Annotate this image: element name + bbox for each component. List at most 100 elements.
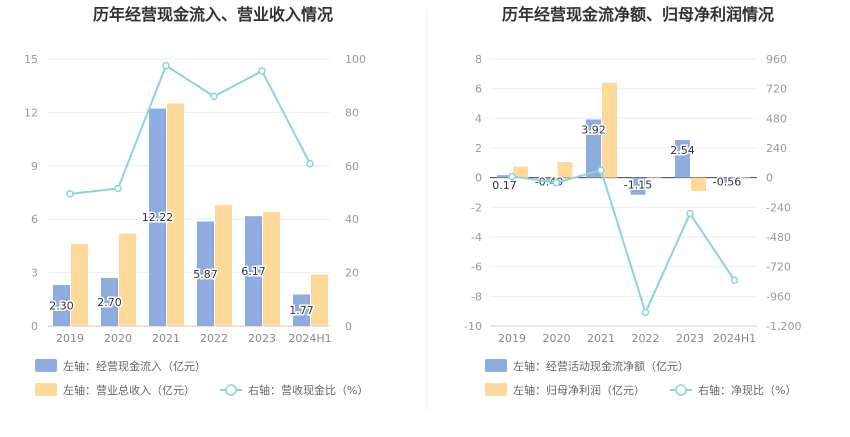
bar-series1 (53, 285, 70, 326)
bar-data-label: 2.54 (670, 144, 695, 157)
x-tick-label: 2024H1 (288, 332, 331, 345)
bar-data-label: -0.56 (713, 176, 741, 189)
bar-data-label: 6.17 (241, 265, 266, 278)
bar-data-label: 3.92 (581, 124, 606, 137)
chart-2: 历年经营现金流净额、归母净利润情况 -10 -1,200 -8 -960 -6 -720 -4… (464, 5, 801, 397)
bar-series1 (675, 139, 690, 178)
legend-swatch-bar (35, 383, 57, 396)
bar-series2 (263, 212, 280, 326)
line-point (114, 184, 122, 193)
bar-data-label: 12.22 (142, 211, 174, 224)
x-tick-label: 2020 (104, 332, 132, 345)
bar-series2 (557, 162, 573, 178)
y-left-tick-label: -10 (464, 320, 482, 333)
bar-data-label: -1.15 (624, 179, 652, 192)
legend-swatch-bar (485, 359, 507, 372)
x-tick-label: 2021 (152, 332, 180, 345)
line-point (686, 209, 694, 218)
y-right-tick-label: 20 (345, 267, 359, 280)
line-point (508, 172, 516, 181)
y-right-tick-label: -1,200 (766, 320, 801, 333)
y-left-tick-label: -4 (471, 231, 482, 244)
bar-series2 (167, 103, 184, 326)
legend-label: 左轴：归母净利润（亿元） (513, 383, 645, 397)
bar-series2 (71, 244, 88, 326)
line-point (641, 308, 650, 317)
bar-series1 (630, 177, 646, 195)
x-tick-label: 2023 (676, 332, 704, 345)
bar-series2 (691, 177, 706, 192)
x-tick-label: 2023 (248, 332, 276, 345)
y-right-tick-label: 80 (345, 106, 359, 119)
legend-label: 左轴：经营活动现金流净额（亿元） (513, 359, 689, 373)
legend-swatch-marker (675, 384, 687, 396)
bar-series1 (245, 216, 262, 326)
bar-data-label: 5.87 (193, 268, 218, 281)
bar-series2 (215, 204, 232, 326)
bar-data-label: 1.77 (289, 304, 314, 317)
y-right-tick-label: 0 (345, 320, 352, 333)
y-left-tick-label: -8 (471, 290, 482, 303)
y-left-tick-label: 15 (24, 53, 38, 66)
x-tick-label: 2024H1 (713, 332, 756, 345)
y-left-tick-label: 8 (475, 53, 482, 66)
bar-data-label: 0.17 (492, 179, 517, 192)
line-point (597, 166, 605, 174)
bar-series1 (497, 175, 512, 178)
bar-series1 (101, 277, 118, 326)
line-point (66, 190, 74, 198)
bar-series1 (719, 177, 735, 186)
bar-data-label: 2.30 (49, 300, 74, 313)
y-right-tick-label: 240 (766, 142, 787, 155)
legend-label: 右轴：净现比（%） (698, 383, 796, 397)
y-left-tick-label: 12 (24, 106, 38, 119)
x-tick-label: 2019 (56, 332, 84, 345)
y-right-tick-label: -720 (766, 261, 791, 274)
bar-series1 (293, 294, 310, 326)
x-tick-label: 2022 (632, 332, 660, 345)
line-series (511, 169, 736, 316)
legend-label: 左轴：营业总收入（亿元） (63, 383, 195, 397)
y-right-tick-label: 100 (345, 53, 366, 66)
y-left-tick-label: 0 (31, 320, 38, 333)
bar-series1 (197, 221, 214, 326)
bar-series2 (311, 274, 328, 326)
y-left-tick-label: 3 (31, 267, 38, 280)
line-point (552, 178, 561, 187)
chart-title: 历年经营现金流净额、归母净利润情况 (502, 5, 774, 24)
y-left-tick-label: -2 (471, 201, 482, 214)
y-right-tick-label: 960 (766, 53, 787, 66)
line-point (258, 67, 266, 75)
legend-label: 左轴：经营现金流入（亿元） (63, 359, 206, 373)
line-point (210, 92, 218, 101)
y-left-tick-label: 0 (475, 172, 482, 185)
y-left-tick-label: -6 (471, 261, 482, 274)
chart-1: 历年经营现金流入、营业收入情况 0 0 3 20 6 40 9 60 12 80 15 100 2019 2… (24, 5, 368, 397)
y-left-tick-label: 6 (475, 83, 482, 96)
legend-label: 右轴：营收现金比（%） (248, 383, 368, 397)
x-tick-label: 2020 (543, 332, 571, 345)
y-left-tick-label: 2 (475, 142, 482, 155)
x-tick-label: 2022 (200, 332, 228, 345)
y-left-tick-label: 6 (31, 213, 38, 226)
y-right-tick-label: 480 (766, 112, 787, 125)
bar-series2 (646, 176, 662, 178)
y-right-tick-label: -240 (766, 201, 791, 214)
bar-series2 (735, 177, 751, 178)
line-series (69, 64, 311, 195)
bar-series2 (513, 166, 528, 178)
line-point (730, 276, 739, 285)
chart-title: 历年经营现金流入、营业收入情况 (93, 5, 333, 24)
bar-series2 (119, 233, 136, 326)
y-right-tick-label: 0 (766, 172, 773, 185)
bar-series1 (149, 108, 166, 326)
y-right-tick-label: 40 (345, 213, 359, 226)
bar-series1 (586, 119, 601, 178)
y-left-tick-label: 9 (31, 160, 38, 173)
y-right-tick-label: 60 (345, 160, 359, 173)
bar-series2 (602, 82, 617, 178)
line-point (306, 159, 314, 168)
x-tick-label: 2021 (587, 332, 615, 345)
